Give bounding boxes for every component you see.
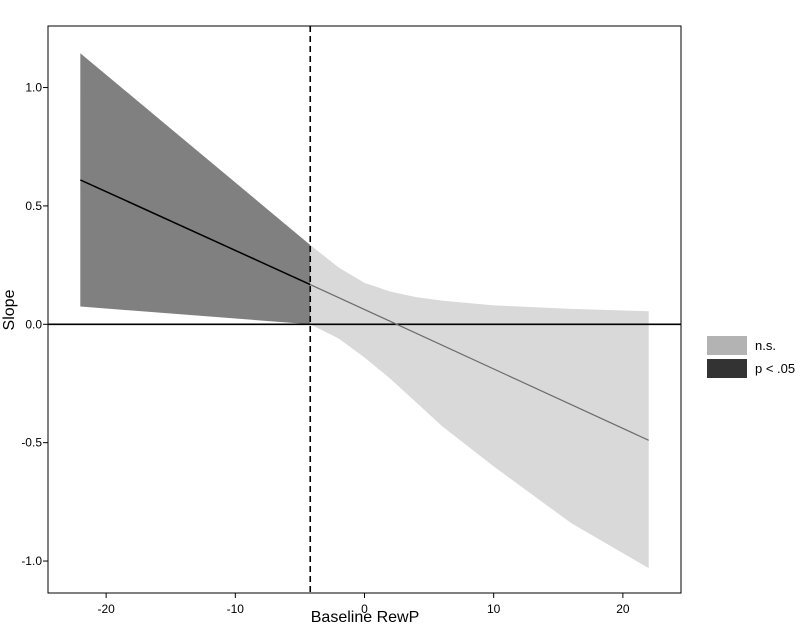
nonsignificant-confidence-band <box>310 244 649 569</box>
x-tick-label: 10 <box>487 602 501 616</box>
y-axis-label: Slope <box>1 289 18 330</box>
confidence-bands <box>80 53 649 569</box>
reference-lines <box>48 26 681 593</box>
legend-label: n.s. <box>755 338 776 353</box>
slope-line-nonsignificant <box>309 283 649 441</box>
x-tick-label: -20 <box>97 602 115 616</box>
x-axis: -20 -10 0 10 20 <box>97 593 630 616</box>
x-axis-label: Baseline RewP <box>311 609 420 626</box>
legend-label: p < .05 <box>755 361 795 376</box>
y-tick-label: 1.0 <box>25 81 42 95</box>
legend: n.s. p < .05 <box>707 336 795 378</box>
x-tick-label: 0 <box>361 602 368 616</box>
significant-confidence-band <box>80 53 311 325</box>
y-tick-label: 0.0 <box>25 317 42 331</box>
legend-swatch <box>707 359 747 378</box>
legend-swatch <box>707 336 747 355</box>
slope-line-group <box>79 179 649 441</box>
y-tick-label: -1.0 <box>21 554 42 568</box>
y-axis: -1.0 -0.5 0.0 0.5 1.0 <box>21 81 48 568</box>
plot-panel <box>47 25 682 594</box>
slope-line-significant <box>79 179 311 286</box>
y-tick-label: 0.5 <box>25 199 42 213</box>
y-tick-label: -0.5 <box>21 436 42 450</box>
x-tick-label: 20 <box>616 602 630 616</box>
x-tick-label: -10 <box>227 602 245 616</box>
